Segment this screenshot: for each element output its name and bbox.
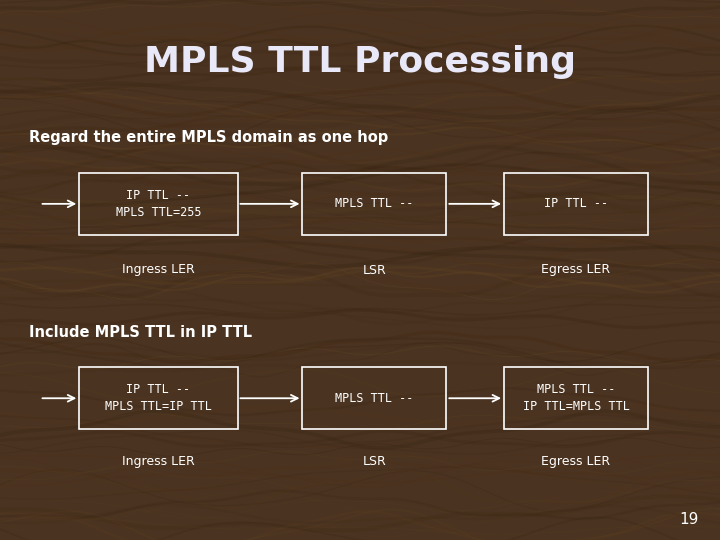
- Text: Regard the entire MPLS domain as one hop: Regard the entire MPLS domain as one hop: [29, 130, 388, 145]
- Bar: [504, 367, 648, 429]
- Text: 19: 19: [679, 511, 698, 526]
- Text: LSR: LSR: [363, 264, 386, 276]
- Text: MPLS TTL --
IP TTL=MPLS TTL: MPLS TTL -- IP TTL=MPLS TTL: [523, 383, 629, 413]
- Text: MPLS TTL Processing: MPLS TTL Processing: [144, 45, 576, 79]
- Bar: [302, 367, 446, 429]
- Bar: [79, 367, 238, 429]
- Bar: [79, 173, 238, 235]
- Text: Egress LER: Egress LER: [541, 455, 611, 468]
- Bar: [504, 173, 648, 235]
- Text: IP TTL --
MPLS TTL=255: IP TTL -- MPLS TTL=255: [116, 189, 201, 219]
- Text: LSR: LSR: [363, 455, 386, 468]
- Text: IP TTL --: IP TTL --: [544, 197, 608, 211]
- Text: Ingress LER: Ingress LER: [122, 264, 195, 276]
- Text: Egress LER: Egress LER: [541, 264, 611, 276]
- Text: MPLS TTL --: MPLS TTL --: [336, 392, 413, 405]
- Text: MPLS TTL --: MPLS TTL --: [336, 197, 413, 211]
- Text: Include MPLS TTL in IP TTL: Include MPLS TTL in IP TTL: [29, 325, 252, 340]
- Bar: [302, 173, 446, 235]
- Text: Ingress LER: Ingress LER: [122, 455, 195, 468]
- Text: IP TTL --
MPLS TTL=IP TTL: IP TTL -- MPLS TTL=IP TTL: [105, 383, 212, 413]
